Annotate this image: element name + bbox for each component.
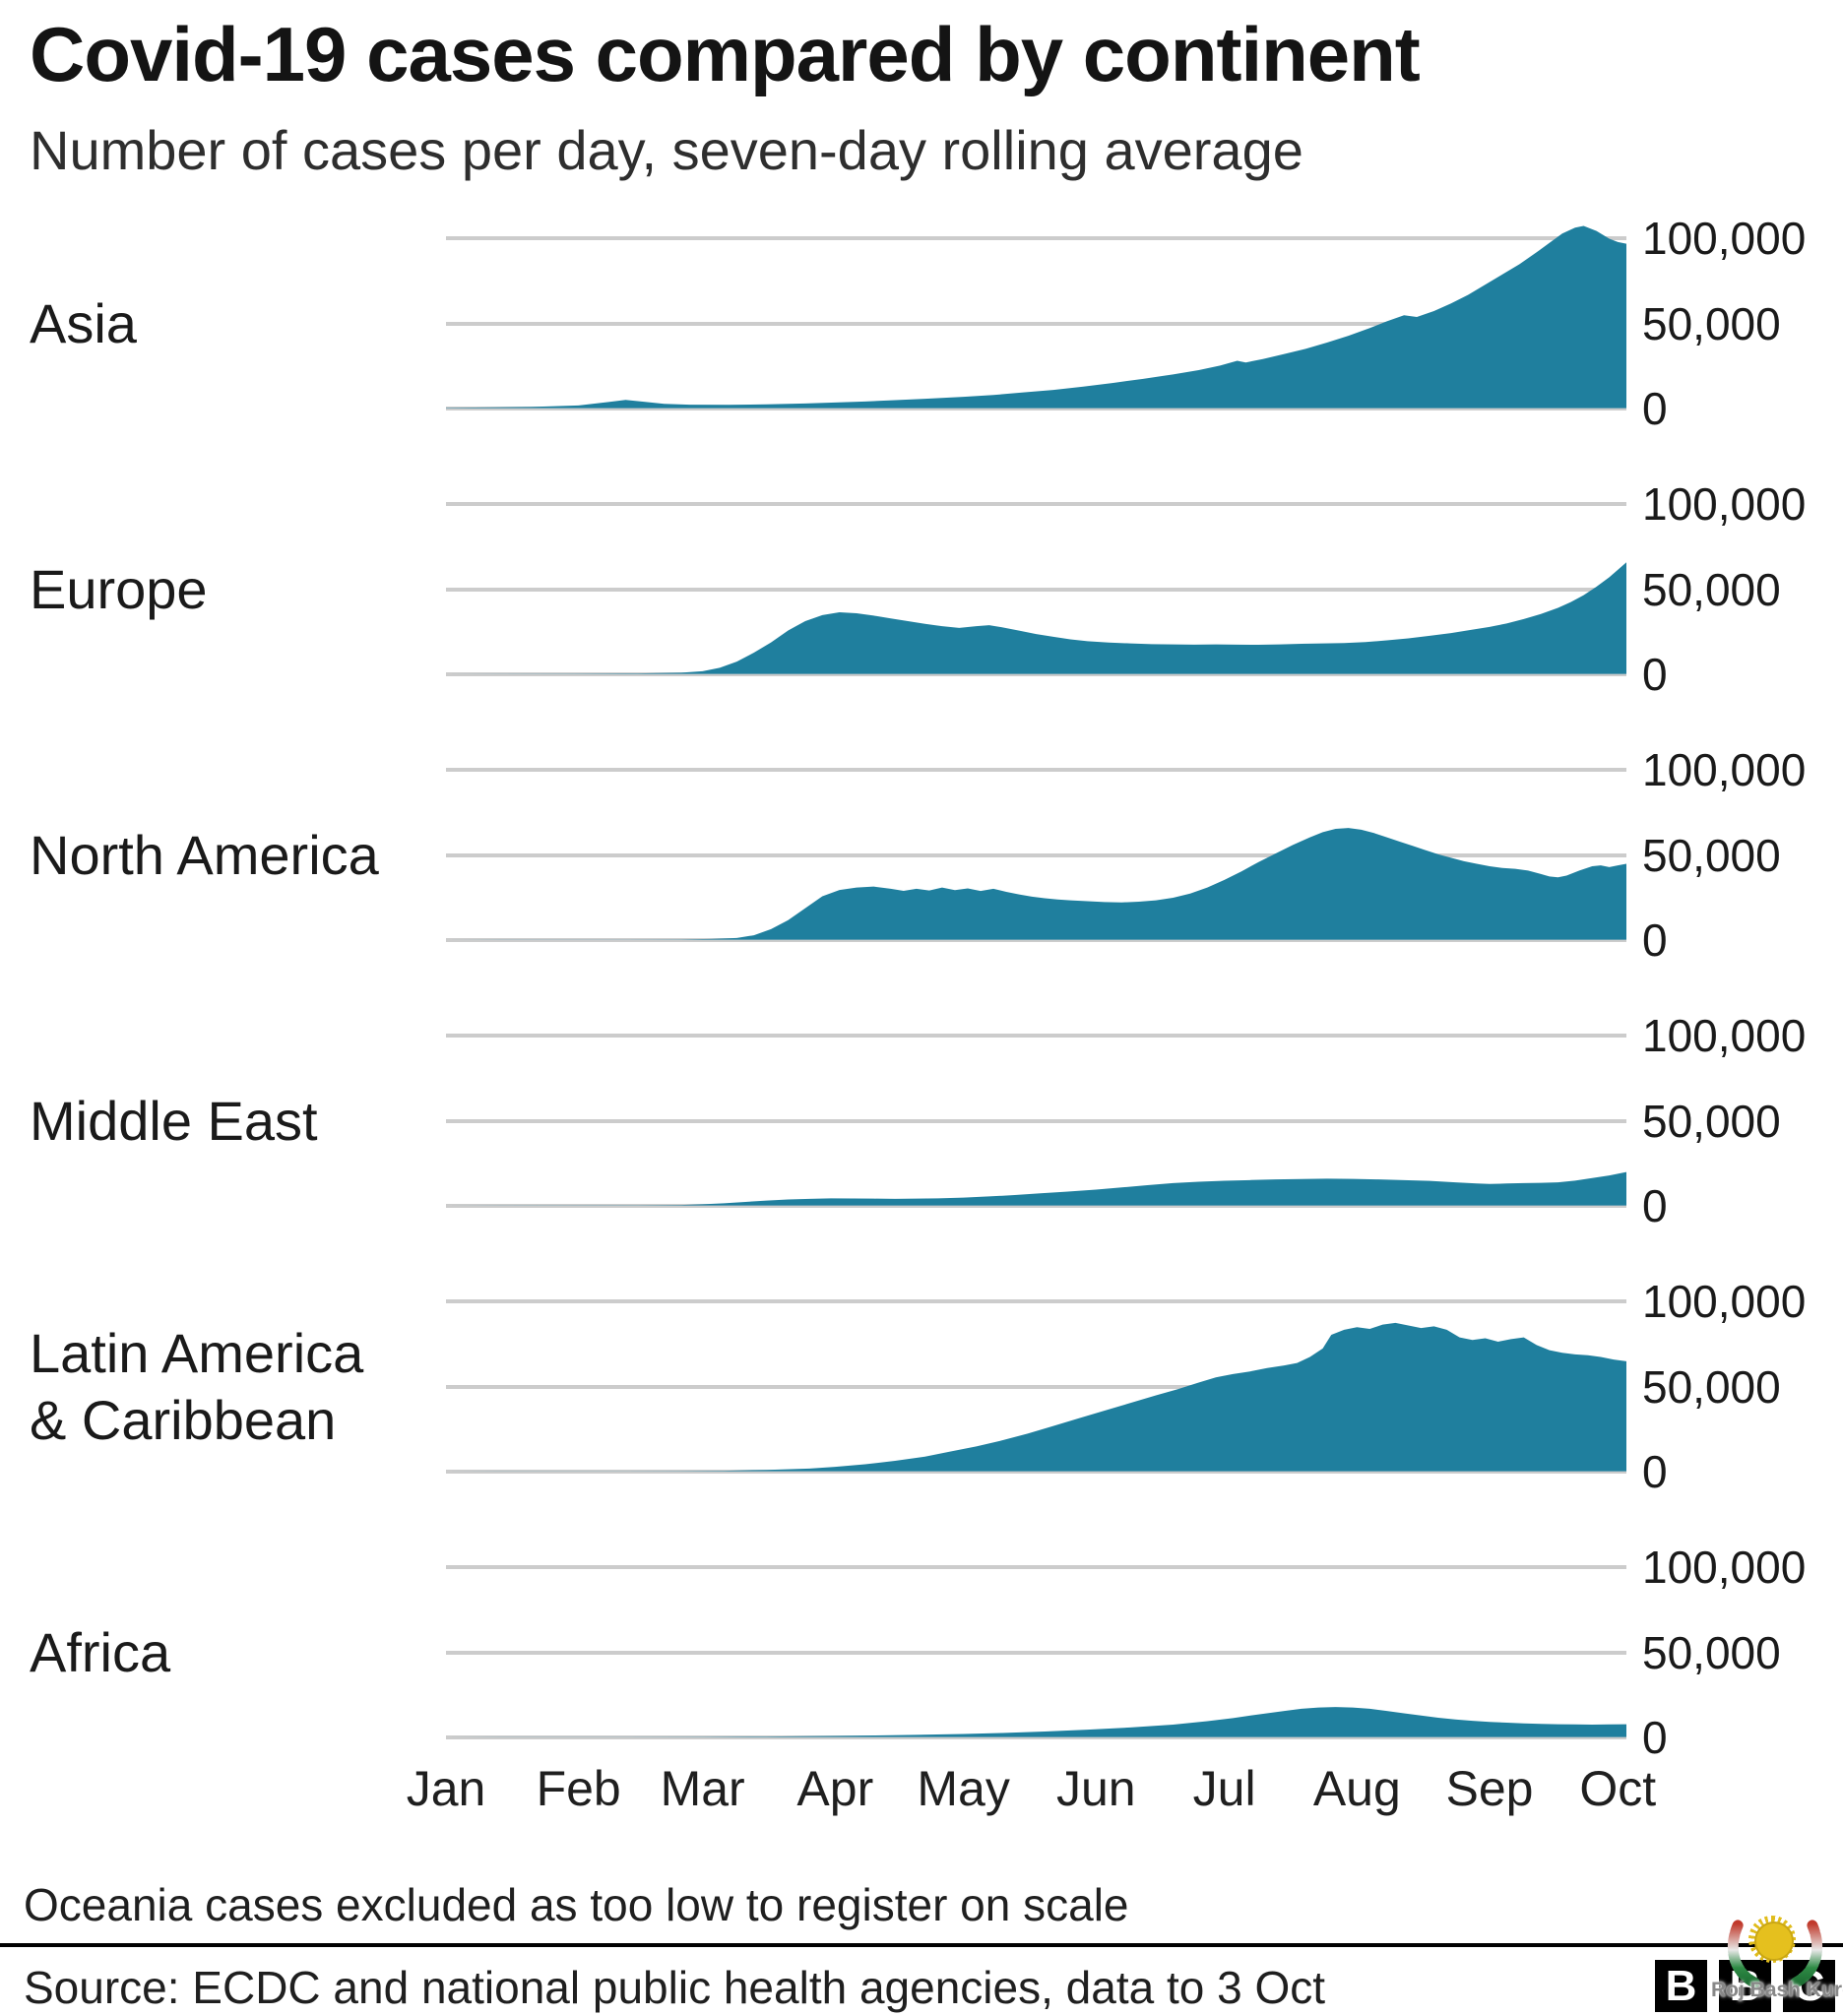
gridline-100000 xyxy=(446,768,1626,772)
x-tick-label-jun: Jun xyxy=(1056,1761,1136,1816)
x-tick-label-aug: Aug xyxy=(1312,1761,1401,1816)
area-fill xyxy=(446,1707,1626,1737)
gridline-0 xyxy=(446,1735,1626,1739)
x-tick-label-jul: Jul xyxy=(1192,1761,1256,1816)
x-tick-label-sep: Sep xyxy=(1445,1761,1534,1816)
gridline-100000 xyxy=(446,236,1626,240)
y-tick-label-50000: 50,000 xyxy=(1642,563,1781,615)
footer-divider xyxy=(0,1943,1843,1947)
area-fill xyxy=(446,225,1626,409)
page-title: Covid-19 cases compared by continent xyxy=(30,11,1421,97)
y-tick-label-100000: 100,000 xyxy=(1642,213,1807,264)
y-tick-label-0: 0 xyxy=(1642,383,1668,434)
gridline-100000 xyxy=(446,1565,1626,1569)
area-chart-latin-america-caribbean xyxy=(446,1323,1626,1472)
gridline-0 xyxy=(446,407,1626,410)
gridline-0 xyxy=(446,938,1626,942)
y-tick-label-0: 0 xyxy=(1642,914,1668,966)
y-tick-label-0: 0 xyxy=(1642,649,1668,700)
bbc-logo-block-b1: B xyxy=(1655,1960,1707,2012)
watermark: Roj Bash Kurdistan xyxy=(1711,1898,1843,2001)
area-chart-asia xyxy=(446,225,1626,409)
row-label-asia: Asia xyxy=(30,291,137,354)
gridline-50000 xyxy=(446,852,1626,857)
y-tick-label-0: 0 xyxy=(1642,1180,1668,1231)
chart-footnote: Oceania cases excluded as too low to reg… xyxy=(24,1879,1129,1930)
x-tick-label-mar: Mar xyxy=(660,1761,745,1816)
row-label-north-america: North America xyxy=(30,823,379,886)
area-chart-africa xyxy=(446,1707,1626,1737)
row-label-latin-america-caribbean: Latin America & Caribbean xyxy=(30,1321,364,1451)
x-tick-label-oct: Oct xyxy=(1579,1761,1657,1816)
area-fill xyxy=(446,828,1626,940)
y-tick-label-50000: 50,000 xyxy=(1642,1095,1781,1147)
area-chart-europe xyxy=(446,562,1626,674)
gridline-100000 xyxy=(446,1299,1626,1303)
page-subtitle: Number of cases per day, seven-day rolli… xyxy=(30,119,1303,181)
area-chart-middle-east xyxy=(446,1172,1626,1206)
x-tick-label-jan: Jan xyxy=(406,1761,486,1816)
y-tick-label-0: 0 xyxy=(1642,1712,1668,1763)
gridline-50000 xyxy=(446,1650,1626,1655)
area-fill xyxy=(446,562,1626,674)
gridline-0 xyxy=(446,1204,1626,1208)
y-tick-label-50000: 50,000 xyxy=(1642,1626,1781,1678)
y-tick-label-100000: 100,000 xyxy=(1642,478,1807,530)
y-tick-label-0: 0 xyxy=(1642,1446,1668,1497)
source-text: Source: ECDC and national public health … xyxy=(24,1962,1326,2013)
y-tick-label-100000: 100,000 xyxy=(1642,1542,1807,1593)
area-fill xyxy=(446,1323,1626,1472)
y-tick-label-50000: 50,000 xyxy=(1642,829,1781,881)
watermark-text: Roj Bash Kurdistan xyxy=(1711,1979,1843,2001)
gridline-0 xyxy=(446,672,1626,676)
gridline-50000 xyxy=(446,1384,1626,1389)
gridline-100000 xyxy=(446,502,1626,506)
gridline-100000 xyxy=(446,1034,1626,1038)
y-tick-label-50000: 50,000 xyxy=(1642,1360,1781,1413)
x-tick-label-feb: Feb xyxy=(536,1761,621,1816)
y-tick-label-100000: 100,000 xyxy=(1642,1276,1807,1327)
row-label-europe: Europe xyxy=(30,557,208,620)
watermark-wreath-icon xyxy=(1727,1918,1823,1988)
gridline-0 xyxy=(446,1470,1626,1474)
y-tick-label-100000: 100,000 xyxy=(1642,1010,1807,1061)
area-fill xyxy=(446,1172,1626,1206)
row-label-middle-east: Middle East xyxy=(30,1089,318,1152)
y-tick-label-100000: 100,000 xyxy=(1642,744,1807,795)
x-tick-label-apr: Apr xyxy=(796,1761,874,1816)
gridline-50000 xyxy=(446,321,1626,326)
gridline-50000 xyxy=(446,1118,1626,1123)
y-tick-label-50000: 50,000 xyxy=(1642,297,1781,349)
gridline-50000 xyxy=(446,587,1626,592)
watermark-sun-icon xyxy=(1754,1922,1794,1961)
x-tick-label-may: May xyxy=(917,1761,1010,1816)
row-label-africa: Africa xyxy=(30,1620,171,1683)
area-chart-north-america xyxy=(446,828,1626,940)
